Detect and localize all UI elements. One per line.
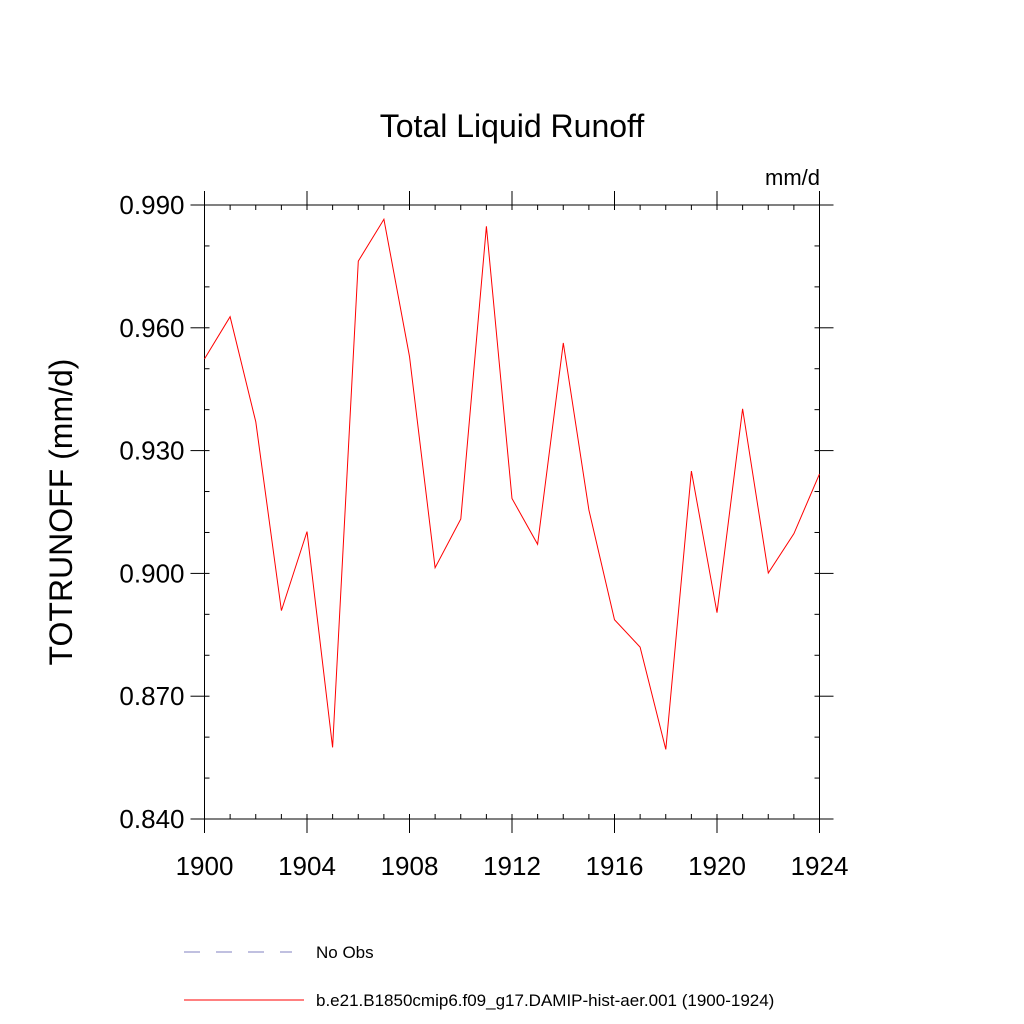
- x-tick-label: 1912: [483, 851, 541, 881]
- y-axis-label: TOTRUNOFF (mm/d): [43, 359, 79, 666]
- x-tick-label: 1924: [791, 851, 849, 881]
- y-tick-label: 0.840: [119, 804, 184, 834]
- plot-frame: [204, 204, 820, 820]
- series-group: [204, 217, 820, 750]
- x-tick-label: 1900: [176, 851, 234, 881]
- legend-label: b.e21.B1850cmip6.f09_g17.DAMIP-hist-aer.…: [316, 991, 774, 1010]
- x-tick-label: 1920: [688, 851, 746, 881]
- x-tick-label: 1904: [278, 851, 336, 881]
- legend: No Obs b.e21.B1850cmip6.f09_g17.DAMIP-his…: [184, 943, 774, 1010]
- axis-ticks: [190, 191, 834, 833]
- y-tick-label: 0.870: [119, 681, 184, 711]
- x-tick-labels: 1900 1904 1908 1912 1916 1920 1924: [176, 851, 849, 881]
- x-tick-label: 1916: [586, 851, 644, 881]
- chart-title: Total Liquid Runoff: [380, 108, 645, 144]
- legend-label: No Obs: [316, 943, 374, 962]
- y-tick-label: 0.900: [119, 558, 184, 588]
- series-line: [204, 217, 820, 750]
- y-tick-label: 0.960: [119, 313, 184, 343]
- y-tick-labels: 0.840 0.870 0.900 0.930 0.960 0.990: [119, 190, 184, 834]
- y-tick-label: 0.990: [119, 190, 184, 220]
- x-tick-label: 1908: [381, 851, 439, 881]
- units-label: mm/d: [765, 165, 820, 190]
- y-tick-label: 0.930: [119, 436, 184, 466]
